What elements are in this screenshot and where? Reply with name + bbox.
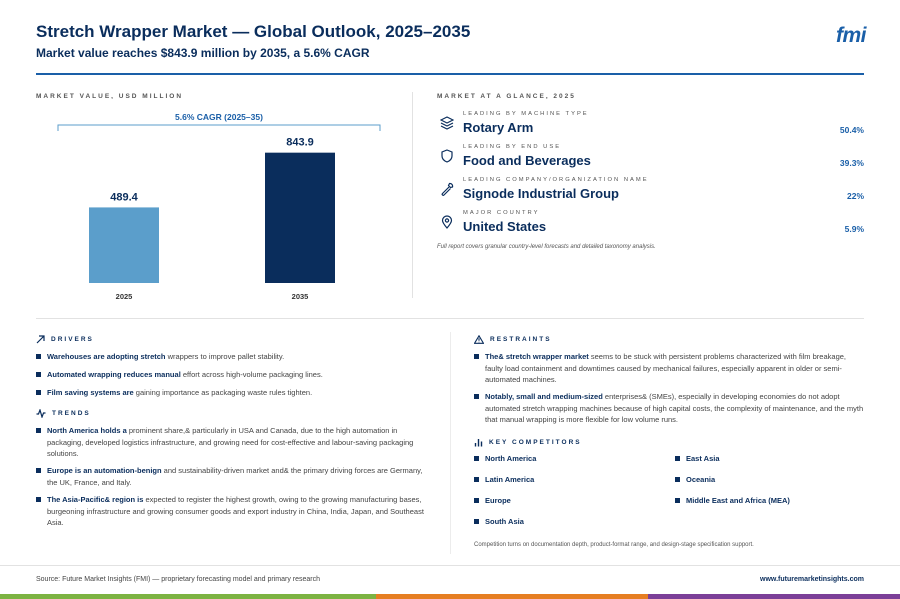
footer-stripe-green xyxy=(0,594,376,599)
footer-stripe-orange xyxy=(376,594,648,599)
glance-value: Signode Industrial Group xyxy=(463,186,619,201)
glance-share: 50.4% xyxy=(839,125,864,135)
header-divider xyxy=(36,73,864,75)
glance-note: Full report covers granular country-leve… xyxy=(437,244,656,250)
competitor-item: East Asia xyxy=(675,454,720,463)
restraint-item-text: enterprises& (SMEs), especially in devel… xyxy=(485,392,864,424)
bar-2035 xyxy=(265,152,335,283)
trending-arrow-icon xyxy=(36,335,45,344)
glance-major-country: MAJOR COUNTRY United States 5.9% xyxy=(440,210,864,240)
source-note: Source: Future Market Insights (FMI) — p… xyxy=(36,576,320,583)
glance-small-label: LEADING BY MACHINE TYPE xyxy=(463,111,589,117)
trend-item: North America holds a prominent share,& … xyxy=(36,425,428,460)
restraints-title: RESTRAINTS xyxy=(490,336,552,343)
data-label-2025: 489.4 xyxy=(110,191,138,203)
cagr-annotation: 5.6% CAGR (2025–35) xyxy=(175,112,263,122)
shield-icon xyxy=(441,149,453,163)
driver-item: Warehouses are adopting stretch wrappers… xyxy=(36,351,416,363)
warning-icon xyxy=(474,335,484,344)
trend-item-bold: North America holds a xyxy=(47,426,127,435)
glance-machine-type: LEADING BY MACHINE TYPE Rotary Arm 50.4% xyxy=(440,111,864,141)
page-subtitle: Market value reaches $843.9 million by 2… xyxy=(36,46,370,60)
chart-section-label: MARKET VALUE, USD MILLION xyxy=(36,93,184,100)
glance-value: Food and Beverages xyxy=(463,153,591,168)
x-tick-label-2025: 2025 xyxy=(116,292,133,301)
restraints-heading: RESTRAINTS xyxy=(474,335,552,344)
glance-share: 39.3% xyxy=(839,158,864,168)
location-pin-icon xyxy=(441,215,453,229)
restraint-item-bold: Notably, small and medium-sized xyxy=(485,392,603,401)
bar-2025 xyxy=(89,207,159,283)
driver-item-bold: Automated wrapping reduces manual xyxy=(47,370,181,379)
data-label-2035: 843.9 xyxy=(286,137,314,149)
drivers-title: DRIVERS xyxy=(51,336,94,343)
restraint-item-bold: The& stretch wrapper market xyxy=(485,352,589,361)
glance-value: Rotary Arm xyxy=(463,120,534,135)
driver-item-bold: Film saving systems are xyxy=(47,388,134,397)
driver-item: Automated wrapping reduces manual effort… xyxy=(36,369,416,381)
glance-share: 5.9% xyxy=(844,224,864,234)
trend-item-bold: The Asia-Pacific& region is xyxy=(47,495,144,504)
wrench-icon xyxy=(441,182,454,196)
competitor-item: Latin America xyxy=(474,475,534,484)
layers-icon xyxy=(440,116,454,130)
competitor-item: Oceania xyxy=(675,475,715,484)
glance-small-label: LEADING BY END USE xyxy=(463,144,562,150)
trend-item-text: expected to register the highest growth,… xyxy=(47,495,424,527)
competitors-note: Competition turns on documentation depth… xyxy=(474,542,754,548)
glance-value: United States xyxy=(463,219,547,234)
footer-divider xyxy=(0,565,900,566)
glance-section-label: MARKET AT A GLANCE, 2025 xyxy=(437,93,576,100)
section-vertical-divider xyxy=(412,92,413,298)
market-value-bar-chart: 5.6% CAGR (2025–35) 489.4 2025 843.9 2035 xyxy=(57,112,381,301)
activity-icon xyxy=(36,409,46,418)
footer-stripe-purple xyxy=(648,594,900,599)
trend-item-text: and sustainability-driven market and& th… xyxy=(47,466,423,487)
bottom-vertical-divider xyxy=(450,332,451,554)
trends-title: TRENDS xyxy=(52,410,91,417)
competitors-title: KEY COMPETITORS xyxy=(489,439,582,446)
driver-item-text: wrappers to improve pallet stability. xyxy=(165,352,285,361)
glance-end-use: LEADING BY END USE Food and Beverages 39… xyxy=(440,144,864,174)
trend-item-text: prominent share,& particularly in USA an… xyxy=(47,426,414,458)
drivers-heading: DRIVERS xyxy=(36,335,94,344)
glance-small-label: LEADING COMPANY/ORGANIZATION NAME xyxy=(463,177,649,183)
page-title: Stretch Wrapper Market — Global Outlook,… xyxy=(36,22,471,41)
competitor-item: North America xyxy=(474,454,536,463)
trend-item: The Asia-Pacific& region is expected to … xyxy=(36,494,428,529)
competitor-item: Europe xyxy=(474,496,511,505)
driver-item-text: gaining importance as packaging waste ru… xyxy=(133,388,313,397)
trend-item: Europe is an automation-benign and susta… xyxy=(36,465,428,488)
glance-leading-company: LEADING COMPANY/ORGANIZATION NAME Signod… xyxy=(440,177,864,207)
website-link[interactable]: www.futuremarketinsights.com xyxy=(760,576,864,583)
driver-item: Film saving systems are gaining importan… xyxy=(36,387,416,399)
restraint-item: Notably, small and medium-sized enterpri… xyxy=(474,391,864,426)
section-horizontal-divider xyxy=(36,318,864,319)
fmi-logo[interactable]: fmi xyxy=(836,24,867,47)
restraint-item: The& stretch wrapper market seems to be … xyxy=(474,351,864,386)
bar-chart-icon xyxy=(474,439,483,447)
restraint-item-text: seems to be stuck with persistent proble… xyxy=(485,352,846,384)
competitors-heading: KEY COMPETITORS xyxy=(474,438,582,447)
competitor-item: Middle East and Africa (MEA) xyxy=(675,496,790,505)
driver-item-bold: Warehouses are adopting stretch xyxy=(47,352,166,361)
competitor-item: South Asia xyxy=(474,517,524,526)
glance-share: 22% xyxy=(846,191,864,201)
glance-small-label: MAJOR COUNTRY xyxy=(463,210,540,216)
driver-item-text: effort across high-volume packaging line… xyxy=(180,370,323,379)
trends-heading: TRENDS xyxy=(36,409,91,418)
cagr-bracket xyxy=(57,124,381,131)
trend-item-bold: Europe is an automation-benign xyxy=(47,466,162,475)
x-tick-label-2035: 2035 xyxy=(292,292,309,301)
